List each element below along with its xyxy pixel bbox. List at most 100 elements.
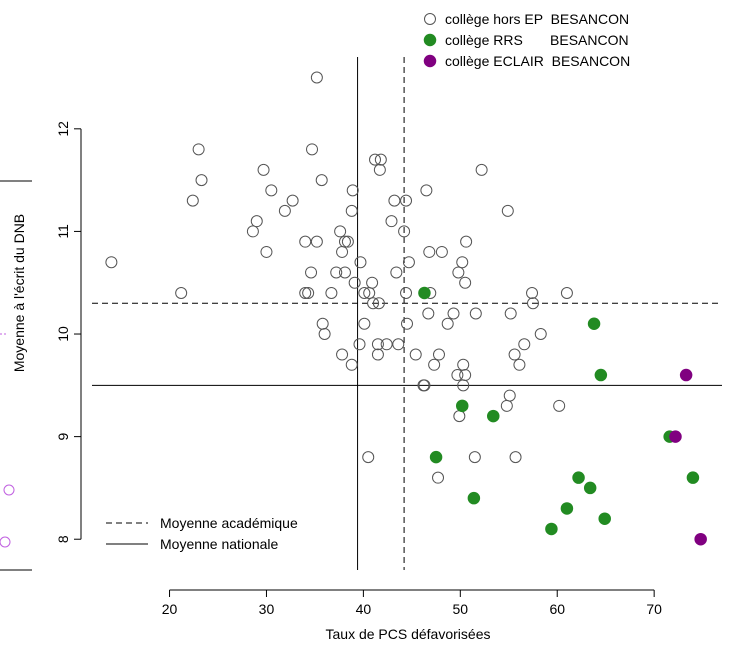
x-tick-label: 60 <box>549 601 565 617</box>
data-point-series-1 <box>554 400 565 411</box>
legend-marker <box>425 56 436 67</box>
data-point-series-1 <box>514 359 525 370</box>
x-tick-label: 40 <box>356 601 372 617</box>
data-point-series-1 <box>364 287 375 298</box>
legend-label: Moyenne académique <box>160 515 298 531</box>
data-point-series-1 <box>501 400 512 411</box>
data-point-series-1 <box>461 236 472 247</box>
y-tick-label: 9 <box>55 433 71 441</box>
data-point-series-1 <box>359 287 370 298</box>
data-point-series-1 <box>342 236 353 247</box>
legend-label: Moyenne nationale <box>160 536 279 552</box>
data-point-series-1 <box>335 226 346 237</box>
data-point-series-1 <box>359 318 370 329</box>
data-point-series-1 <box>391 267 402 278</box>
reference-line-legend: Moyenne académique Moyenne nationale <box>106 515 298 552</box>
data-point-series-2 <box>589 318 600 329</box>
data-point-series-1 <box>381 339 392 350</box>
data-point-series-1 <box>354 339 365 350</box>
data-point-series-1 <box>339 236 350 247</box>
legend-marker <box>425 35 436 46</box>
data-point-series-2 <box>687 472 698 483</box>
data-point-series-2 <box>431 452 442 463</box>
data-point-series-1 <box>326 287 337 298</box>
data-point-series-1 <box>442 318 453 329</box>
data-point-series-1 <box>251 216 262 227</box>
data-point-series-1 <box>457 257 468 268</box>
data-point-series-1 <box>519 339 530 350</box>
data-point-series-1 <box>355 257 366 268</box>
data-point-series-1 <box>339 267 350 278</box>
data-point-series-1 <box>510 452 521 463</box>
legend-label: collège RRS BESANCON <box>445 32 629 48</box>
data-point-series-2 <box>546 523 557 534</box>
data-point-series-1 <box>561 287 572 298</box>
data-point-series-2 <box>561 503 572 514</box>
data-point-series-2 <box>488 411 499 422</box>
data-point-series-1 <box>337 349 348 360</box>
data-point-series-1 <box>372 339 383 350</box>
data-point-series-1 <box>423 308 434 319</box>
x-tick-label: 50 <box>453 601 469 617</box>
data-point-series-1 <box>106 257 117 268</box>
data-point-series-1 <box>300 236 311 247</box>
x-tick-label: 70 <box>646 601 662 617</box>
data-point-series-1 <box>346 205 357 216</box>
data-point-series-1 <box>300 287 311 298</box>
data-point-series-1 <box>433 472 444 483</box>
y-axis: 8 9 10 11 12 <box>55 121 81 543</box>
data-point-series-1 <box>311 236 322 247</box>
data-point-series-1 <box>311 72 322 83</box>
x-ticks: 20 30 40 50 60 70 <box>162 590 662 617</box>
data-point-series-1 <box>502 205 513 216</box>
data-point-series-2 <box>599 513 610 524</box>
data-point-series-1 <box>247 226 258 237</box>
data-point-series-1 <box>331 267 342 278</box>
data-point-series-2 <box>457 400 468 411</box>
data-point-series-1 <box>509 349 520 360</box>
x-tick-label: 20 <box>162 601 178 617</box>
y-tick-label: 11 <box>55 224 71 239</box>
crop-remnant-circle <box>4 485 14 495</box>
x-axis: 20 30 40 50 60 70 <box>162 590 662 617</box>
data-point-series-2 <box>573 472 584 483</box>
data-point-series-1 <box>261 246 272 257</box>
data-point-series-1 <box>346 359 357 370</box>
data-point-series-1 <box>319 329 330 340</box>
data-point-series-1 <box>306 267 317 278</box>
y-tick-label: 10 <box>55 326 71 342</box>
x-tick-label: 30 <box>259 601 275 617</box>
data-point-series-1 <box>429 359 440 370</box>
data-point-series-1 <box>307 144 318 155</box>
y-axis-label: Moyenne à l'écrit du DNB <box>11 214 27 372</box>
data-point-series-1 <box>266 185 277 196</box>
data-point-series-1 <box>535 329 546 340</box>
data-point-series-1 <box>303 287 314 298</box>
data-point-series-1 <box>187 195 198 206</box>
data-point-series-1 <box>402 318 413 329</box>
data-point-series-1 <box>454 411 465 422</box>
data-point-series-1 <box>337 246 348 257</box>
data-point-series-2 <box>468 493 479 504</box>
y-tick-label: 12 <box>55 121 71 137</box>
y-ticks: 8 9 10 11 12 <box>55 121 81 543</box>
series-legend: collège hors EP BESANCON collège RRS BESA… <box>425 11 631 69</box>
legend-marker <box>425 14 436 25</box>
data-point-series-1 <box>389 195 400 206</box>
data-point-series-1 <box>476 164 487 175</box>
data-point-series-1 <box>470 308 481 319</box>
legend-label: collège hors EP BESANCON <box>445 11 629 27</box>
data-point-series-1 <box>386 216 397 227</box>
data-point-series-1 <box>424 246 435 257</box>
data-point-series-3 <box>695 534 706 545</box>
data-point-series-1 <box>460 370 471 381</box>
reference-lines <box>92 57 722 570</box>
data-point-series-1 <box>393 339 404 350</box>
y-tick-label: 8 <box>55 535 71 543</box>
data-point-series-1 <box>505 308 516 319</box>
data-point-series-1 <box>436 246 447 257</box>
data-point-series-1 <box>453 267 464 278</box>
data-point-series-1 <box>349 277 360 288</box>
data-point-series-1 <box>363 452 374 463</box>
